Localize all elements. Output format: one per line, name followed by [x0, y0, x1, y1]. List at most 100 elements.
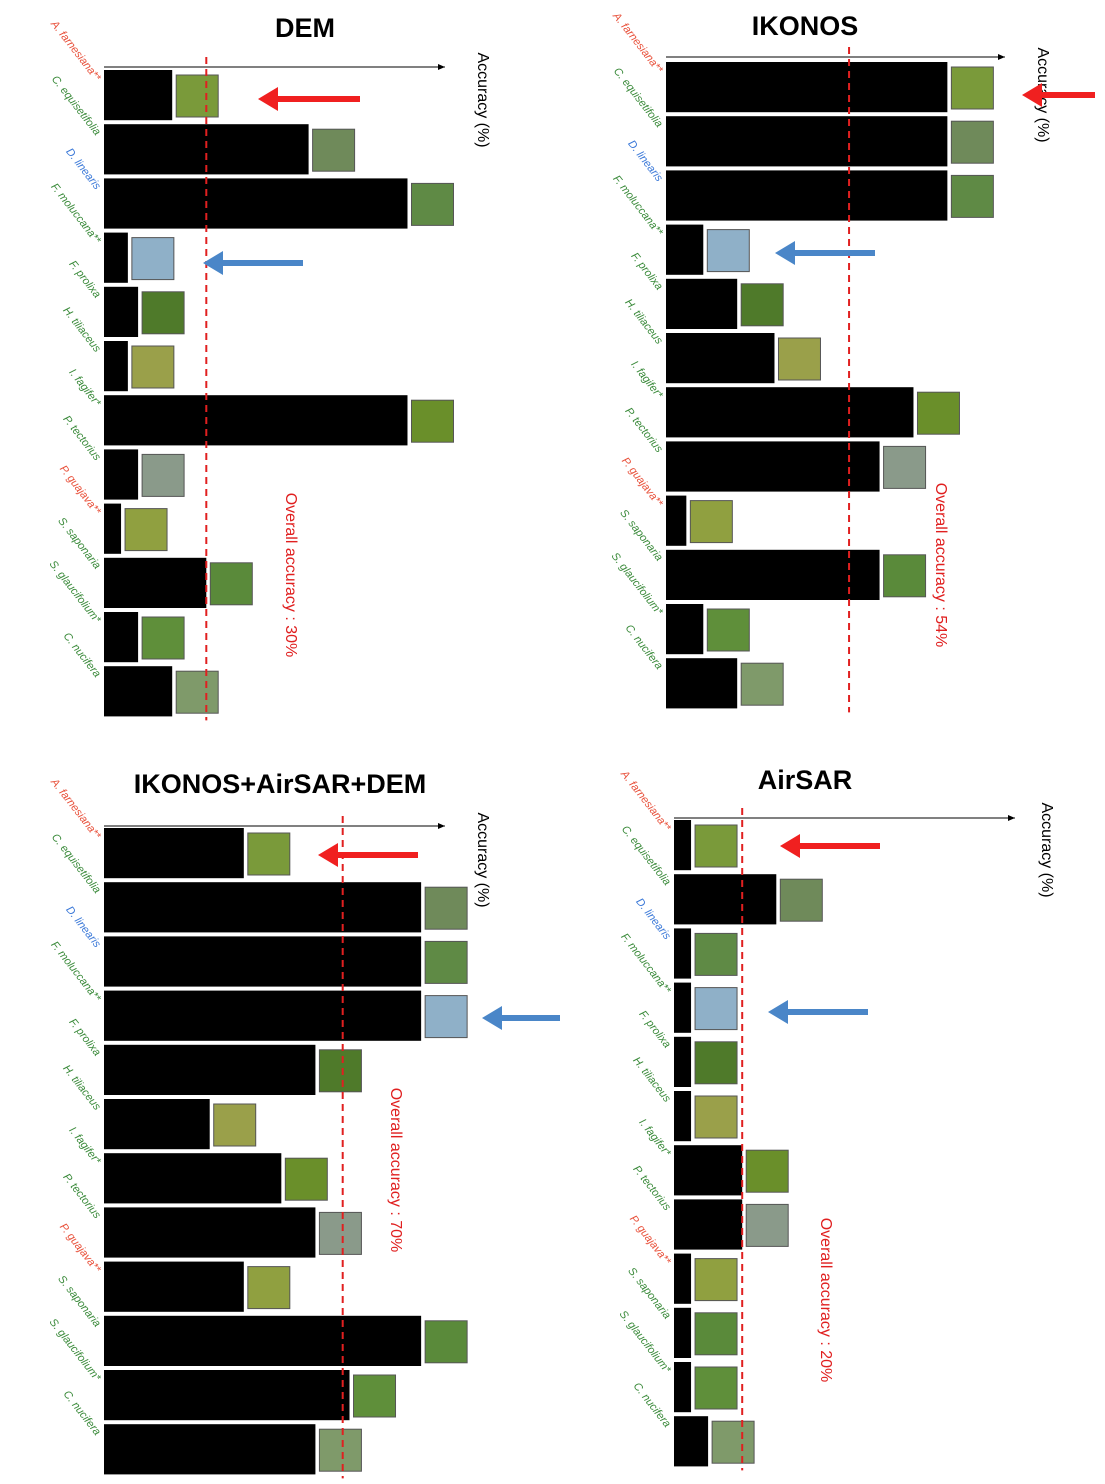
- bar: [674, 1036, 692, 1087]
- thumbnail: [779, 878, 823, 922]
- bar: [104, 1099, 210, 1150]
- category-label: D. linearis: [63, 904, 103, 950]
- bar: [674, 1307, 692, 1358]
- bar: [104, 1424, 316, 1475]
- category-label: C. nucifera: [623, 623, 665, 672]
- bar: [104, 1261, 244, 1312]
- category-label: I. fagifer*: [66, 367, 103, 410]
- bar: [104, 286, 139, 337]
- chart-title: IKONOS+AirSAR+DEM: [134, 769, 427, 799]
- category-label: F. prolixa: [628, 251, 664, 293]
- thumbnail: [694, 1258, 738, 1302]
- thumbnail: [353, 1374, 397, 1418]
- thumbnail: [410, 399, 454, 443]
- thumbnail: [694, 1041, 738, 1085]
- category-label: C. nucifera: [61, 1389, 103, 1438]
- thumbnail: [694, 987, 738, 1031]
- thumbnail: [124, 508, 168, 552]
- category-label: P. tectorius: [60, 1171, 103, 1221]
- category-label: S. saponaria: [617, 507, 664, 563]
- thumbnail: [950, 66, 994, 110]
- arrow-head: [203, 251, 223, 275]
- bar: [104, 882, 422, 933]
- category-label: F. prolixa: [66, 259, 102, 301]
- bar: [666, 495, 687, 546]
- category-label: S. saponaria: [625, 1265, 672, 1321]
- category-label: C. nucifera: [631, 1381, 673, 1430]
- bar: [104, 557, 207, 608]
- category-label: C. equisetifolia: [49, 832, 103, 896]
- thumbnail: [694, 1312, 738, 1356]
- category-label: A. farnesiana**: [48, 18, 104, 85]
- category-label: H. tiliaceus: [60, 1063, 103, 1113]
- arrow-head: [1022, 83, 1042, 107]
- bar: [666, 170, 948, 221]
- arrow-head: [780, 834, 800, 858]
- thumbnail: [175, 670, 219, 714]
- bar: [104, 70, 173, 121]
- category-label: P. tectorius: [630, 1163, 673, 1213]
- bar: [104, 828, 244, 879]
- category-label: F. moluccana**: [48, 939, 103, 1005]
- category-label: D. linearis: [633, 896, 673, 942]
- bar: [104, 936, 422, 987]
- bar: [104, 1315, 422, 1366]
- chart-title: AirSAR: [758, 765, 853, 795]
- thumbnail: [694, 824, 738, 868]
- thumbnail: [745, 1149, 789, 1193]
- category-label: F. prolixa: [66, 1017, 102, 1059]
- bar: [104, 1207, 316, 1258]
- bar: [674, 1091, 692, 1142]
- thumbnail: [424, 940, 468, 984]
- thumbnail: [247, 1266, 291, 1310]
- bar: [666, 549, 880, 600]
- overall-accuracy-label: Overall accuracy : 20%: [817, 1218, 834, 1383]
- bar: [104, 1370, 350, 1421]
- bar: [104, 503, 122, 554]
- thumbnail: [312, 128, 356, 172]
- chart-title: DEM: [275, 13, 335, 43]
- bar: [104, 612, 139, 663]
- category-label: A. farnesiana**: [48, 776, 104, 843]
- bar: [674, 1416, 709, 1467]
- bar: [674, 820, 692, 871]
- bar: [666, 441, 880, 492]
- thumbnail: [131, 345, 175, 389]
- thumbnail: [141, 453, 185, 497]
- thumbnail: [209, 562, 253, 606]
- thumbnail: [740, 283, 784, 327]
- thumbnail: [950, 120, 994, 164]
- thumbnail: [131, 237, 175, 281]
- bar: [666, 62, 948, 113]
- category-label: C. equisetifolia: [611, 66, 665, 130]
- category-label: I. fagifer*: [66, 1125, 103, 1168]
- thumbnail: [740, 662, 784, 706]
- category-label: D. linearis: [625, 138, 665, 184]
- category-label: P. guajava**: [57, 463, 103, 518]
- category-label: F. moluccana**: [610, 173, 665, 239]
- bar: [104, 1044, 316, 1095]
- bar: [674, 874, 777, 925]
- thumbnail: [689, 500, 733, 544]
- thumbnail: [318, 1428, 362, 1472]
- category-label: F. moluccana**: [48, 181, 103, 247]
- thumbnail: [916, 391, 960, 435]
- thumbnail: [883, 554, 927, 598]
- arrow-head: [768, 1000, 788, 1024]
- thumbnail: [706, 229, 750, 273]
- bar: [666, 333, 775, 384]
- bar: [666, 278, 738, 329]
- thumbnail: [424, 886, 468, 930]
- category-label: A. farnesiana**: [618, 768, 674, 835]
- overall-accuracy-label: Overall accuracy : 30%: [282, 493, 299, 658]
- thumbnail: [711, 1420, 755, 1464]
- x-axis-label: Accuracy (%): [1038, 802, 1055, 897]
- thumbnail: [318, 1211, 362, 1255]
- bar: [674, 1253, 692, 1304]
- bar: [104, 1153, 282, 1204]
- thumbnail: [141, 616, 185, 660]
- thumbnail: [694, 1366, 738, 1410]
- category-label: I. fagifer*: [636, 1117, 673, 1160]
- bar: [666, 658, 738, 709]
- thumbnail: [410, 182, 454, 226]
